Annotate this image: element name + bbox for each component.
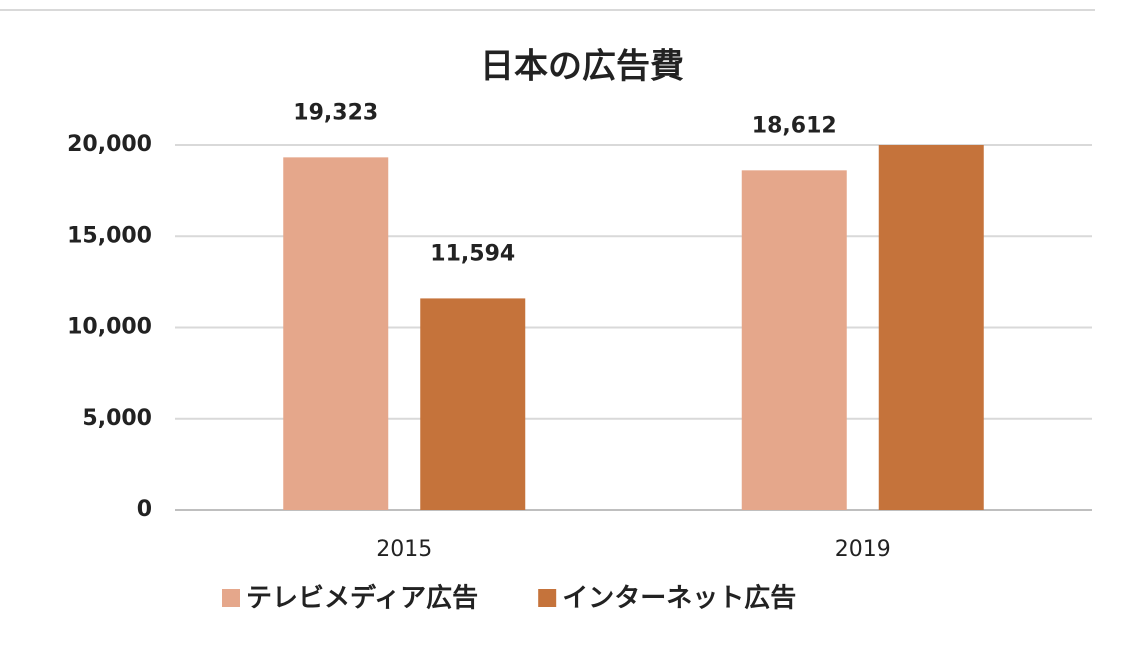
bar [741,170,847,510]
legend-swatch [222,589,240,607]
value-label: 18,612 [752,113,837,138]
value-label: 19,323 [293,100,378,125]
chart-title: 日本の広告費 [480,47,684,87]
bar [420,298,526,510]
legend-swatch [538,589,557,607]
value-label: 11,594 [430,241,515,266]
y-tick-label: 15,000 [67,223,152,248]
y-tick-label: 10,000 [67,315,152,340]
legend-label: テレビメディア広告 [246,583,478,614]
bar [878,145,984,510]
legend-label: インターネット広告 [562,583,796,614]
y-tick-label: 20,000 [67,132,152,157]
y-tick-label: 0 [137,497,152,522]
bar [283,157,389,510]
y-tick-label: 5,000 [82,406,152,431]
x-tick-label: 2019 [835,537,891,562]
x-tick-label: 2015 [376,537,432,562]
